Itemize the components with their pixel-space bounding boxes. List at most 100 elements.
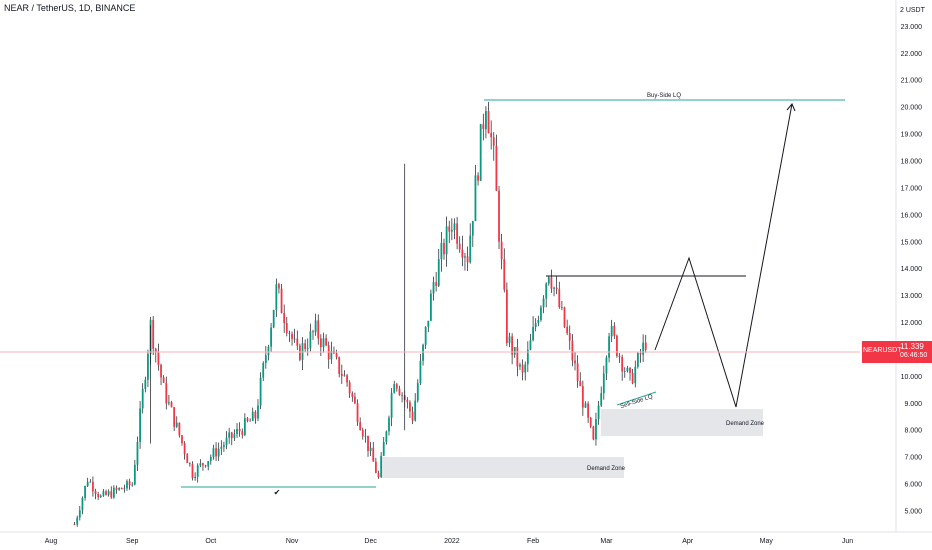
price-tick-label: 14.000 [901, 266, 923, 273]
candle-body [388, 417, 390, 432]
candle-body [230, 432, 233, 439]
candle-body [283, 312, 286, 324]
candle-body [262, 362, 265, 378]
candle-body [448, 226, 451, 232]
candle-body [382, 442, 385, 456]
candle-body [390, 392, 393, 418]
candle-body [154, 348, 157, 353]
candle-body [78, 510, 81, 518]
candle-body [361, 429, 364, 437]
candle-body [296, 338, 299, 346]
candle-body [445, 226, 448, 255]
candle-body [107, 491, 110, 495]
price-tick-label: 17.000 [901, 185, 923, 192]
candle-body [322, 338, 325, 348]
demand-zone-2[interactable] [601, 409, 763, 436]
candle-body [89, 481, 92, 483]
candle-body [634, 366, 637, 384]
candle-body [595, 419, 597, 440]
time-axis[interactable]: Aug Sep Oct Nov Dec 2022 Feb Mar Apr May Jun [45, 538, 853, 545]
candle-body [338, 357, 341, 374]
candle-body [503, 259, 506, 290]
candle-body [427, 320, 430, 327]
candle-body [602, 373, 605, 394]
currency-label: 2 USDT [900, 7, 926, 14]
demand-zone-1[interactable] [382, 457, 624, 478]
candle-body [616, 335, 618, 356]
candle-body [430, 293, 432, 321]
last-price-value: 11.339 [900, 342, 924, 351]
candle-body [348, 382, 351, 394]
candle-body [498, 190, 500, 242]
candle-body [241, 431, 244, 435]
candle-body [291, 334, 293, 339]
time-tick-label: Apr [682, 538, 694, 545]
candle-body [500, 241, 503, 260]
candle-body [422, 344, 424, 361]
candle-body [306, 348, 309, 350]
candle-body [120, 487, 123, 490]
candle-body [395, 384, 398, 389]
candle-body [317, 320, 320, 339]
candle-body [636, 353, 639, 367]
candle-body [346, 375, 348, 383]
candle-body [173, 407, 176, 427]
price-tick-label: 9.000 [904, 401, 922, 408]
candle-body [275, 284, 278, 311]
candle-body [165, 382, 168, 404]
candle-body [547, 277, 550, 284]
candle-body [246, 418, 249, 421]
demand-zone-label-2: Demand Zone [726, 421, 765, 427]
candle-body [555, 287, 558, 290]
candle-body [272, 310, 275, 328]
candle-body [73, 524, 76, 526]
candle-body [561, 307, 563, 308]
candle-body [359, 422, 362, 430]
candle-body [251, 411, 254, 421]
candle-body [170, 402, 173, 408]
price-tick-label: 7.000 [904, 455, 922, 462]
symbol-title: NEAR / TetherUS, 1D, BINANCE [4, 3, 136, 13]
candle-body [380, 455, 383, 478]
candle-body [553, 287, 555, 289]
candle-body [558, 289, 561, 308]
candle-body [581, 386, 584, 408]
candle-body [440, 242, 443, 260]
candle-body [212, 448, 215, 457]
candle-body [123, 488, 126, 490]
candle-body [168, 402, 170, 404]
candle-body [597, 405, 600, 420]
price-tick-label: 19.000 [901, 132, 923, 139]
price-tick-label: 13.000 [901, 293, 923, 300]
candle-body [479, 124, 482, 181]
time-tick-label: Jun [842, 538, 853, 545]
time-tick-label: Dec [364, 538, 377, 545]
sell-side-lq-trendline[interactable] [616, 391, 657, 406]
candle-body [267, 346, 270, 356]
candle-body [278, 284, 280, 289]
candle-body [112, 487, 115, 498]
candle-body [461, 249, 464, 258]
candle-body [225, 437, 228, 446]
candle-body [629, 367, 631, 374]
candle-body [141, 388, 144, 409]
candle-body [136, 441, 139, 465]
candle-body [280, 288, 283, 313]
candle-body [626, 367, 629, 372]
candle-body [351, 393, 354, 397]
time-tick-label: May [760, 538, 774, 545]
candle-body [92, 481, 94, 492]
candle-body [157, 352, 160, 365]
candle-body [191, 464, 194, 478]
projection-path[interactable] [654, 103, 793, 408]
time-tick-label: Aug [45, 538, 58, 545]
candle-body [642, 342, 645, 355]
candle-body [209, 456, 212, 462]
price-tick-label: 15.000 [901, 239, 923, 246]
candle-body [563, 307, 566, 327]
candle-body [309, 331, 312, 349]
price-tick-label: 21.000 [901, 78, 923, 85]
candle-body [175, 422, 178, 427]
candle-body [325, 338, 327, 346]
